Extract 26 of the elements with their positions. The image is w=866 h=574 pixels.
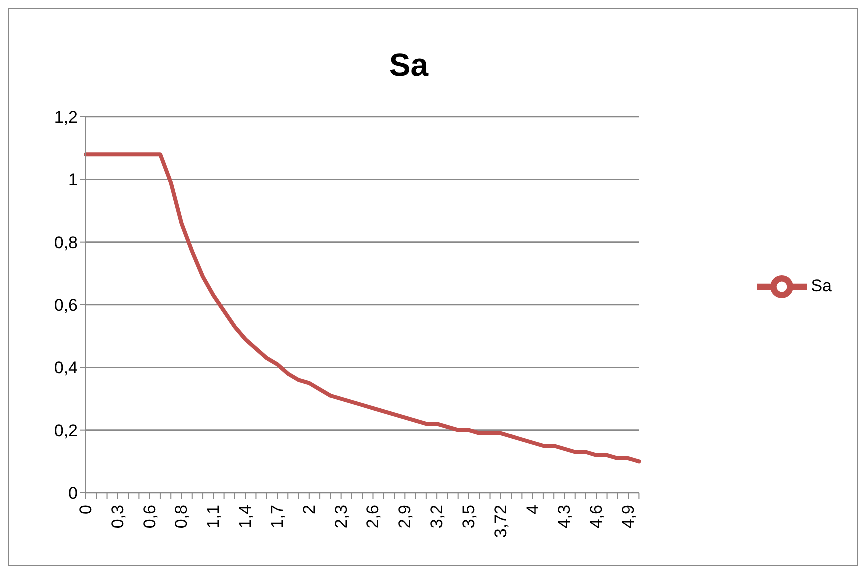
x-tick-label: 2,9: [396, 505, 415, 529]
x-tick-label: 0,8: [172, 505, 192, 529]
y-tick-label: 0,6: [54, 296, 78, 316]
x-tick-label: 3,5: [459, 505, 478, 529]
x-tick-label: 2: [300, 505, 319, 514]
y-tick-label: 1,2: [54, 108, 78, 128]
x-tick-label: 0,3: [108, 505, 128, 529]
x-tick-label: 1,4: [236, 505, 256, 529]
x-tick-label: 1,1: [204, 505, 224, 529]
x-tick-label: 3,72: [491, 505, 510, 538]
x-tick-label: 4,3: [555, 505, 574, 529]
y-tick-label: 0,4: [54, 358, 78, 378]
x-tick-label: 0,6: [140, 505, 160, 529]
x-tick-label: 4,6: [587, 505, 606, 529]
x-tick-label: 2,6: [364, 505, 383, 529]
chart-title: Sa: [388, 47, 430, 84]
x-tick-label: 3,2: [428, 505, 447, 529]
x-tick-label: 0: [76, 505, 96, 514]
y-tick-label: 1: [68, 170, 78, 190]
x-tick-label: 1,7: [268, 505, 287, 529]
x-tick-label: 4: [523, 505, 542, 514]
x-tick-label: 2,3: [332, 505, 351, 529]
legend-label: Sa: [811, 276, 832, 296]
x-tick-label: 4,9: [619, 505, 638, 529]
y-tick-label: 0,2: [54, 421, 78, 440]
y-tick-label: 0,8: [54, 233, 78, 252]
